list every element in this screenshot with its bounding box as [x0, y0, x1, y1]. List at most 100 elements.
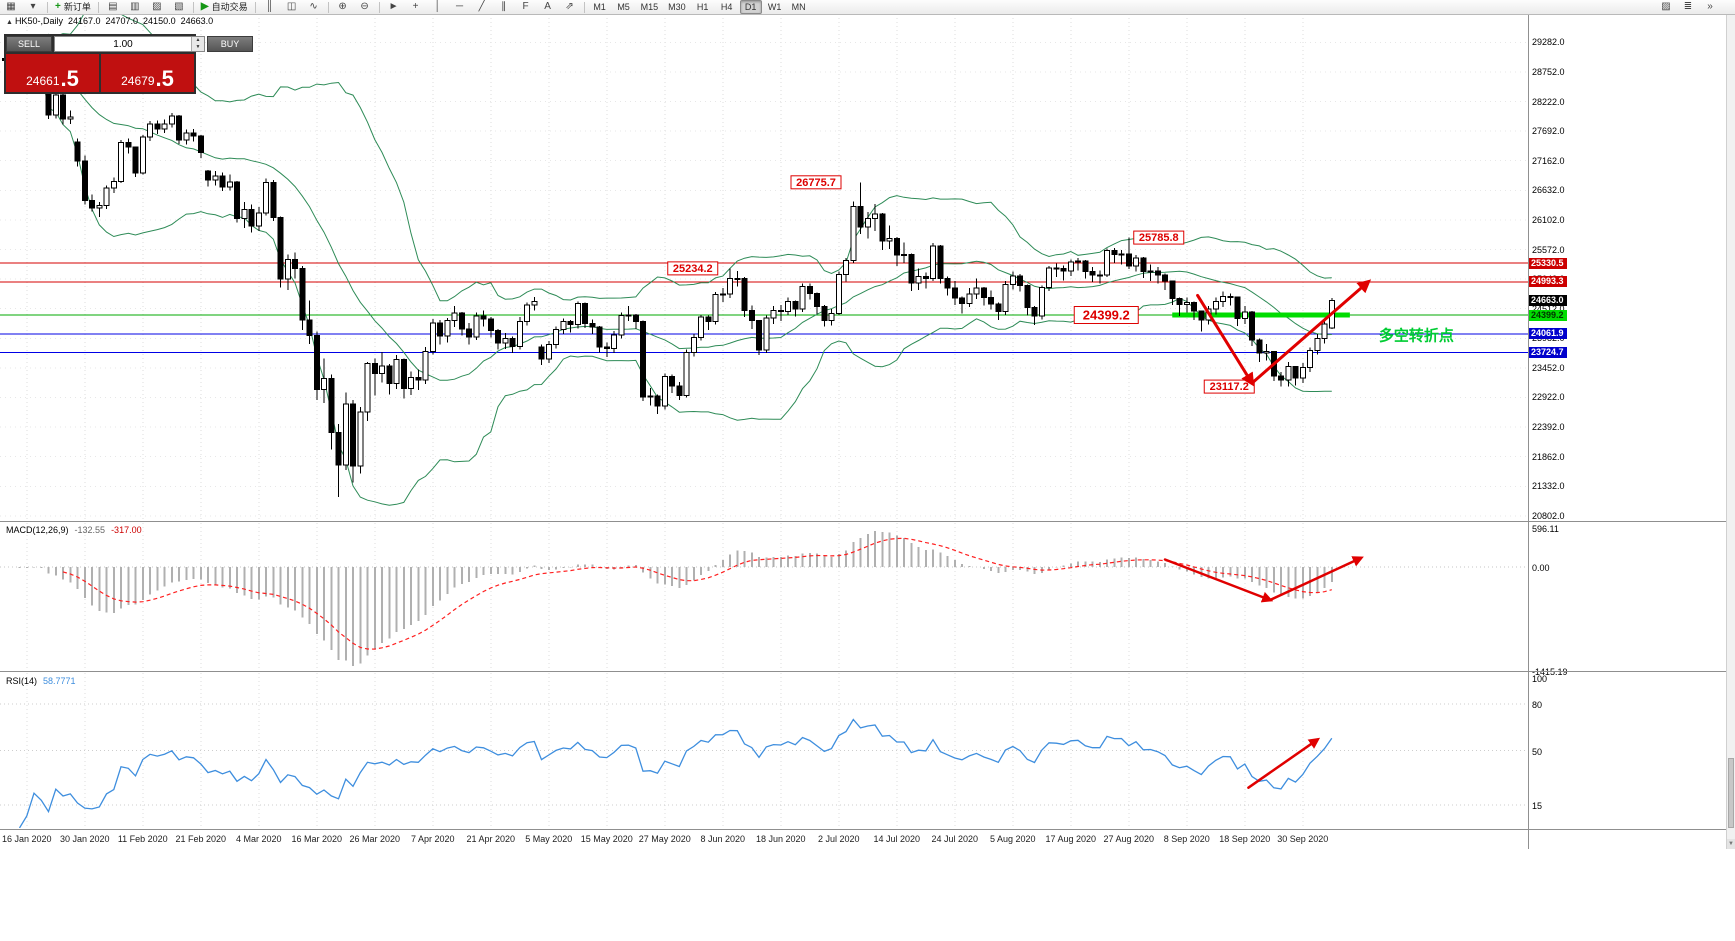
volume-down-icon[interactable]: ▼	[192, 44, 204, 51]
toolbar-channel-tool[interactable]: ∥	[494, 0, 514, 14]
toolbar-bar-chart-icon[interactable]: ║	[260, 0, 280, 14]
toolbar-autotrading[interactable]: ▶ 自动交易	[198, 0, 251, 14]
price-annotation: 23117.2	[1210, 381, 1249, 393]
timeframe-m15[interactable]: M15	[640, 2, 659, 12]
toolbar-fibonacci-tool[interactable]: F	[516, 0, 536, 14]
panel-separator[interactable]	[0, 671, 1726, 672]
timeframe-mn[interactable]: MN	[791, 2, 806, 12]
candle	[1038, 287, 1045, 317]
line-chart-icon: ∿	[309, 1, 318, 12]
toolbar-chart-profiles-icon[interactable]: ▾	[23, 0, 43, 14]
candle	[1263, 351, 1270, 354]
toolbar-menu-icon[interactable]: ≣	[1683, 1, 1693, 12]
date-label: 5 May 2020	[525, 834, 573, 844]
buy-button[interactable]: BUY	[207, 36, 253, 52]
trend-arrow	[1268, 556, 1364, 602]
toolbar-crosshair-icon[interactable]: +	[406, 0, 426, 14]
candle	[1169, 280, 1176, 299]
toolbar-separator	[254, 1, 256, 13]
toolbar-candlestick-chart-icon[interactable]: ◫	[282, 0, 302, 14]
candle	[1234, 296, 1241, 319]
crosshair-icon: +	[412, 1, 419, 12]
toolbar-line-chart-icon[interactable]: ∿	[304, 0, 324, 14]
date-label: 2 Jul 2020	[817, 834, 860, 844]
candle	[321, 377, 327, 391]
toolbar-zoom-out-icon[interactable]: ⊖	[355, 0, 375, 14]
candle	[872, 213, 878, 219]
date-label: 24 Jul 2020	[931, 834, 979, 844]
candle	[212, 175, 219, 181]
toolbar-navigator-icon[interactable]: ▨	[147, 0, 167, 14]
toolbar-arrow-tool[interactable]: ⇗	[560, 0, 580, 14]
buy-price-panel[interactable]: 24679 .5	[101, 54, 194, 92]
y-axis-label: 23452.0	[1532, 362, 1565, 373]
sell-button[interactable]: SELL	[6, 36, 52, 52]
autotrading-icon: ▶	[200, 1, 209, 12]
timeframe-m5[interactable]: M5	[617, 2, 630, 12]
candle	[799, 286, 806, 310]
timeframe-h4[interactable]: H4	[720, 2, 733, 12]
volume-up-icon[interactable]: ▲	[192, 37, 204, 44]
volume-input[interactable]	[55, 37, 191, 51]
sell-price-panel[interactable]: 24661 .5	[6, 54, 99, 92]
price-axis[interactable]: 29282.0 28752.0 28222.0 27692.0 27162.0 26632…	[1528, 0, 1726, 849]
candle	[1118, 253, 1125, 256]
panel-separator[interactable]	[0, 521, 1726, 522]
candle	[60, 94, 66, 120]
candle	[1307, 349, 1313, 369]
candle	[596, 326, 603, 348]
horizontal-line-tool-icon: ─	[456, 1, 464, 12]
timeframe-w1[interactable]: W1	[767, 2, 782, 12]
toolbar: ▦ ▾ + 新订单 ▤ ▥ ▨ ▧ ▶ 自动交易 ║ ◫ ∿ ⊕ ⊖ ► + │ ─ ╱ ∥ F A ⇗ M1 M5 M15 M30 H…	[0, 0, 1735, 15]
sell-price: 24661	[26, 74, 60, 88]
candle	[429, 322, 436, 352]
toolbar-horizontal-line-tool[interactable]: ─	[450, 0, 470, 14]
timeframe-d1[interactable]: D1	[739, 0, 762, 14]
price-annotation: 25234.2	[673, 263, 713, 275]
vertical-scrollbar[interactable]: ▲ ▼	[1726, 0, 1735, 849]
data-window-icon: ▥	[130, 1, 140, 12]
time-axis[interactable]: 16 Jan 2020 30 Jan 2020 11 Feb 2020 21 Feb …	[0, 831, 1528, 849]
rsi-panel[interactable]	[0, 673, 1528, 828]
toolbar-separator	[47, 1, 48, 13]
toolbar-overflow-icon[interactable]: »	[1707, 1, 1713, 12]
toolbar-terminal-icon[interactable]: ▧	[169, 0, 189, 14]
toolbar-separator	[583, 1, 585, 13]
scroll-down-icon[interactable]: ▼	[1727, 839, 1735, 849]
toolbar-zoom-in-icon[interactable]: ⊕	[333, 0, 353, 14]
candle	[727, 277, 733, 295]
y-axis-label: 27692.0	[1532, 126, 1565, 137]
toolbar-new-chart-icon[interactable]: ▦	[1, 0, 21, 14]
annotation-note: 多空转折点	[1379, 327, 1454, 345]
candle	[625, 314, 632, 317]
toolbar-trendline-tool[interactable]: ╱	[472, 0, 492, 14]
navigator-icon: ▨	[152, 1, 162, 12]
timeframe-h1[interactable]: H1	[696, 2, 709, 12]
toolbar-market-watch-icon[interactable]: ▤	[103, 0, 123, 14]
candle	[806, 286, 813, 295]
timeframe-m1[interactable]: M1	[593, 2, 606, 12]
toolbar-text-tool[interactable]: A	[538, 0, 558, 14]
date-label: 27 May 2020	[638, 834, 691, 844]
toolbar-left: ▦ ▾ + 新订单 ▤ ▥ ▨ ▧ ▶ 自动交易 ║ ◫ ∿ ⊕ ⊖ ► + │ ─ ╱ ∥ F A ⇗ M1 M5 M15 M30 H…	[0, 0, 811, 14]
toolbar-separator	[192, 1, 194, 13]
toolbar-vertical-line-tool[interactable]: │	[428, 0, 448, 14]
macd-label: MACD(12,26,9) -132.55 -317.00	[6, 525, 142, 535]
candle	[74, 141, 81, 162]
macd-panel[interactable]	[0, 523, 1528, 671]
candle	[342, 403, 349, 466]
search-icon[interactable]: ▨	[1661, 1, 1671, 12]
candle	[741, 278, 748, 311]
candle	[814, 293, 820, 308]
price-box-red: 24993.3	[1528, 276, 1567, 288]
toolbar-cursor-icon[interactable]: ►	[384, 0, 404, 14]
main-chart[interactable]: 26775.7 25785.8 25234.2 24399.2 23117.2 多空转折点	[0, 14, 1528, 521]
candle	[1256, 339, 1263, 354]
candle	[886, 237, 893, 242]
toolbar-new-order[interactable]: + 新订单	[52, 0, 94, 14]
timeframe-m30[interactable]: M30	[668, 2, 686, 12]
candle	[357, 411, 364, 467]
candle	[516, 321, 523, 348]
scrollbar-thumb[interactable]	[1728, 758, 1734, 828]
toolbar-data-window-icon[interactable]: ▥	[125, 0, 145, 14]
